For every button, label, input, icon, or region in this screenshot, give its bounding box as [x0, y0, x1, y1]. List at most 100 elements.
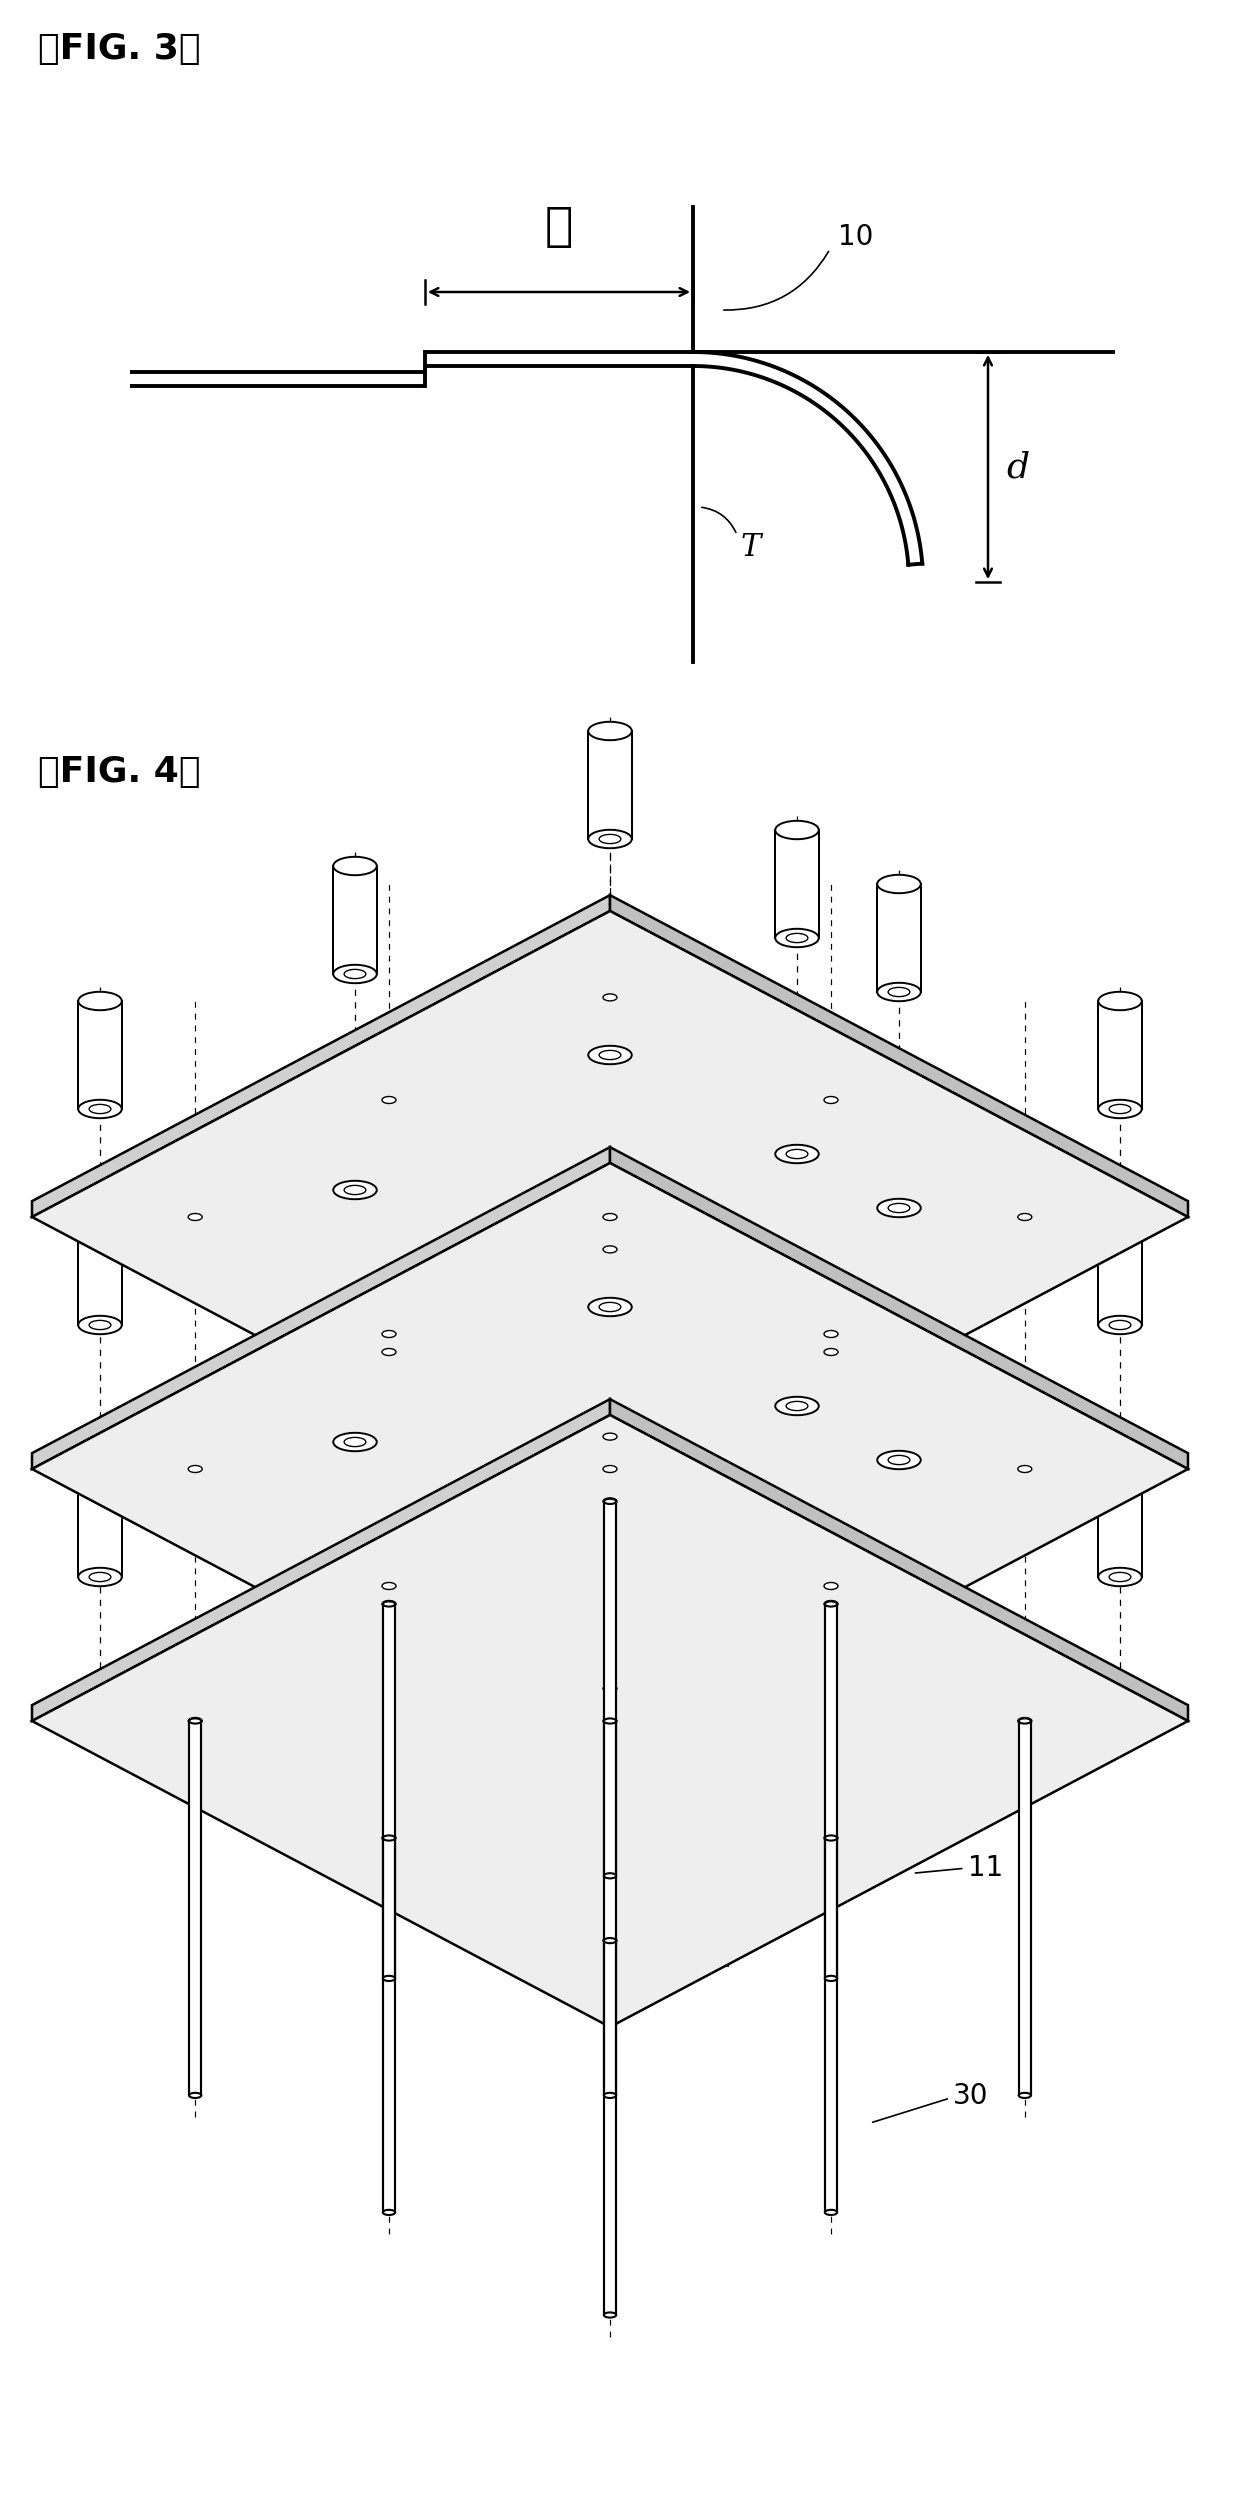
Polygon shape [843, 1137, 887, 1245]
Ellipse shape [1099, 1099, 1142, 1119]
Ellipse shape [786, 1150, 808, 1160]
Ellipse shape [603, 1717, 618, 1724]
Ellipse shape [775, 1037, 818, 1054]
Polygon shape [1099, 1217, 1142, 1325]
Ellipse shape [334, 1180, 377, 1200]
Polygon shape [877, 1353, 921, 1461]
Ellipse shape [825, 1330, 838, 1338]
Ellipse shape [588, 939, 631, 956]
Polygon shape [1019, 1722, 1030, 2096]
Ellipse shape [843, 1594, 887, 1614]
Polygon shape [1099, 1468, 1142, 1576]
Ellipse shape [383, 1601, 396, 1606]
Ellipse shape [554, 1333, 598, 1353]
Ellipse shape [599, 1591, 621, 1599]
Polygon shape [610, 896, 1188, 1217]
Ellipse shape [1099, 991, 1142, 1009]
Ellipse shape [843, 1235, 887, 1252]
Ellipse shape [588, 1190, 631, 1207]
Ellipse shape [604, 1938, 616, 1943]
Ellipse shape [775, 1145, 818, 1162]
Ellipse shape [825, 1601, 838, 1606]
Polygon shape [775, 1047, 818, 1155]
Text: 20: 20 [681, 1775, 717, 1802]
Ellipse shape [888, 1202, 910, 1212]
Ellipse shape [603, 1466, 618, 1473]
Ellipse shape [554, 1009, 598, 1029]
Text: H2: H2 [693, 1903, 732, 1930]
Ellipse shape [854, 1240, 875, 1247]
Ellipse shape [345, 1438, 366, 1446]
Ellipse shape [78, 1207, 122, 1227]
Ellipse shape [1109, 1571, 1131, 1581]
Polygon shape [78, 1217, 122, 1325]
Ellipse shape [334, 1325, 377, 1343]
Ellipse shape [877, 1343, 921, 1360]
Ellipse shape [334, 1433, 377, 1451]
Polygon shape [554, 1486, 598, 1594]
Text: 12: 12 [967, 1601, 1003, 1632]
Polygon shape [334, 866, 377, 974]
Polygon shape [1099, 1001, 1142, 1109]
Ellipse shape [334, 964, 377, 984]
Ellipse shape [843, 1127, 887, 1145]
Ellipse shape [382, 1581, 396, 1589]
Ellipse shape [1018, 1212, 1032, 1220]
Ellipse shape [89, 1571, 110, 1581]
Ellipse shape [775, 1288, 818, 1308]
Ellipse shape [78, 1315, 122, 1335]
Text: T: T [742, 532, 761, 562]
Text: 13: 13 [967, 1350, 1003, 1378]
Ellipse shape [775, 929, 818, 946]
Polygon shape [825, 1604, 837, 1978]
Polygon shape [610, 1398, 1188, 1722]
Polygon shape [588, 730, 631, 838]
Ellipse shape [588, 1729, 631, 1749]
Text: 30: 30 [954, 2083, 988, 2111]
Polygon shape [334, 1082, 377, 1190]
Ellipse shape [1018, 1717, 1032, 1724]
Ellipse shape [554, 1586, 598, 1604]
Ellipse shape [854, 1707, 875, 1717]
Ellipse shape [825, 1348, 838, 1355]
Ellipse shape [382, 1601, 396, 1606]
Ellipse shape [78, 1461, 122, 1478]
Polygon shape [588, 1486, 631, 1594]
Polygon shape [825, 1837, 837, 2211]
Polygon shape [588, 1200, 631, 1308]
Ellipse shape [188, 2093, 201, 2098]
Ellipse shape [1099, 1315, 1142, 1335]
Polygon shape [32, 1162, 1188, 1775]
Ellipse shape [604, 1719, 616, 1724]
Polygon shape [604, 1501, 616, 1875]
Ellipse shape [554, 1117, 598, 1137]
Polygon shape [588, 1739, 631, 1847]
Ellipse shape [825, 1097, 838, 1104]
Ellipse shape [588, 1370, 631, 1388]
Ellipse shape [588, 831, 631, 848]
Ellipse shape [383, 2209, 396, 2214]
Text: 【FIG. 4】: 【FIG. 4】 [38, 756, 201, 788]
Ellipse shape [888, 986, 910, 996]
Ellipse shape [603, 1498, 618, 1506]
Ellipse shape [383, 1975, 396, 1980]
Ellipse shape [383, 1835, 396, 1840]
Ellipse shape [188, 1717, 202, 1724]
Ellipse shape [599, 1049, 621, 1059]
Ellipse shape [345, 969, 366, 979]
Polygon shape [843, 1604, 887, 1712]
Ellipse shape [603, 1684, 618, 1692]
Ellipse shape [877, 984, 921, 1001]
Ellipse shape [588, 1263, 631, 1280]
Ellipse shape [604, 1498, 616, 1503]
Ellipse shape [565, 1591, 587, 1599]
Ellipse shape [825, 2209, 837, 2214]
Polygon shape [610, 1147, 1188, 1468]
Polygon shape [588, 946, 631, 1054]
Polygon shape [188, 1722, 201, 2096]
Ellipse shape [1109, 1320, 1131, 1330]
Ellipse shape [786, 1401, 808, 1411]
Ellipse shape [604, 2093, 616, 2098]
Text: 11: 11 [967, 1855, 1003, 1882]
Ellipse shape [382, 1835, 396, 1842]
